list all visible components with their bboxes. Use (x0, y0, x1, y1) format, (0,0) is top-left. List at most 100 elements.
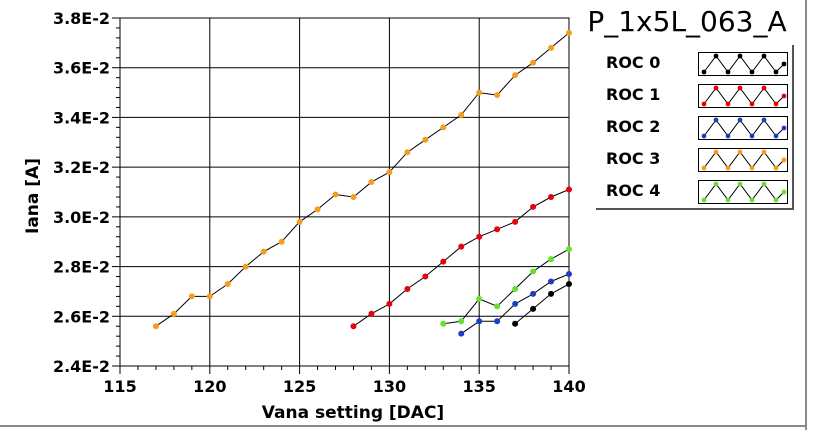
data-point (566, 186, 572, 193)
legend-swatch-marker (713, 149, 719, 155)
legend-label: ROC 1 (606, 85, 661, 104)
legend-swatch-marker (781, 93, 787, 99)
legend-label: ROC 0 (606, 53, 661, 72)
data-point (260, 248, 267, 255)
legend-swatch-marker (737, 181, 743, 187)
legend-swatch-marker (701, 69, 707, 75)
x-tick-label: 120 (193, 377, 226, 396)
legend-swatch (698, 84, 788, 108)
legend-swatch-marker (761, 117, 767, 123)
data-point (422, 273, 429, 280)
x-tick-label: 125 (283, 377, 316, 396)
y-tick-labels: 2.4E-2 2.6E-2 2.8E-2 3.0E-2 3.2E-2 3.4E-2 3.6E… (53, 9, 110, 376)
legend-swatch-marker (781, 157, 787, 163)
data-point (548, 290, 555, 297)
legend-swatch-marker (713, 85, 719, 91)
plot-frame (119, 17, 570, 367)
legend-swatch-marker (781, 61, 787, 67)
data-point (278, 238, 285, 245)
legend-swatch (698, 116, 788, 140)
data-point (512, 218, 519, 225)
data-point (530, 59, 537, 66)
series-line (443, 248, 570, 325)
legend-swatch-marker (701, 101, 707, 107)
data-point (494, 303, 501, 310)
legend-swatch-marker (749, 101, 755, 107)
legend-swatch-marker (781, 125, 787, 131)
legend-swatch-marker (737, 149, 743, 155)
data-point (458, 330, 465, 337)
legend-swatch-marker (737, 117, 743, 123)
data-point (512, 285, 519, 292)
legend-entry: ROC 0 (596, 47, 792, 77)
data-point (494, 318, 501, 325)
x-axis-label: Vana setting [DAC] (262, 403, 444, 423)
series-line (514, 283, 570, 325)
x-tick-label: 140 (552, 377, 585, 396)
legend-swatch-marker (773, 133, 779, 139)
series-roc-3 (152, 29, 572, 330)
data-point (494, 226, 501, 233)
legend-swatch-marker (725, 69, 731, 75)
legend-label: ROC 3 (606, 149, 661, 168)
data-point (440, 124, 447, 131)
legend-swatch-marker (773, 165, 779, 171)
data-point (476, 89, 483, 96)
data-point (440, 320, 447, 327)
data-point (170, 310, 177, 317)
data-point (530, 305, 537, 312)
legend-swatch-marker (713, 53, 719, 59)
legend-swatch-line (703, 87, 785, 105)
data-point (458, 318, 465, 325)
legend-swatch-line (703, 119, 785, 137)
y-tick-label: 3.8E-2 (53, 9, 110, 28)
data-point (404, 285, 411, 292)
data-point (458, 243, 465, 250)
legend-swatch-line (703, 151, 785, 169)
legend-label: ROC 4 (606, 181, 661, 200)
data-point (548, 278, 555, 285)
data-point (548, 193, 555, 200)
data-point (512, 320, 519, 327)
legend-swatch (698, 148, 788, 172)
data-point (476, 318, 483, 325)
legend-swatch-marker (773, 101, 779, 107)
x-tick-labels: 115 120 125 130 135 140 (103, 377, 585, 396)
legend-swatch-marker (761, 85, 767, 91)
y-tick-label: 3.4E-2 (53, 108, 110, 127)
legend-entry: ROC 1 (596, 79, 792, 109)
legend-swatch-marker (761, 53, 767, 59)
legend-swatch-marker (725, 197, 731, 203)
data-point (404, 149, 411, 156)
data-point (332, 191, 339, 198)
y-tick-label: 2.4E-2 (53, 357, 110, 376)
x-tick-label: 115 (103, 377, 136, 396)
data-point (314, 206, 321, 213)
data-point (548, 256, 555, 263)
data-point (512, 300, 519, 307)
legend-label: ROC 2 (606, 117, 661, 136)
data-point (422, 136, 429, 143)
legend-swatch-marker (713, 117, 719, 123)
data-point (512, 72, 519, 79)
legend-swatch-marker (713, 181, 719, 187)
y-tick-label: 3.6E-2 (53, 59, 110, 78)
data-point (476, 233, 483, 240)
data-point (242, 263, 249, 270)
legend-entry: ROC 2 (596, 111, 792, 141)
x-tick-label: 130 (373, 377, 406, 396)
legend-swatch-marker (749, 69, 755, 75)
y-tick-label: 2.8E-2 (53, 258, 110, 277)
data-point (386, 300, 393, 307)
legend-swatch-marker (737, 53, 743, 59)
series-roc-0 (512, 280, 572, 327)
legend-swatch-marker (749, 133, 755, 139)
legend-swatch-marker (725, 133, 731, 139)
grid-lines (120, 18, 569, 366)
legend-swatch (698, 180, 788, 204)
data-point (368, 179, 375, 186)
data-point (548, 44, 555, 51)
data-point (458, 111, 465, 118)
legend-entry: ROC 3 (596, 143, 792, 173)
